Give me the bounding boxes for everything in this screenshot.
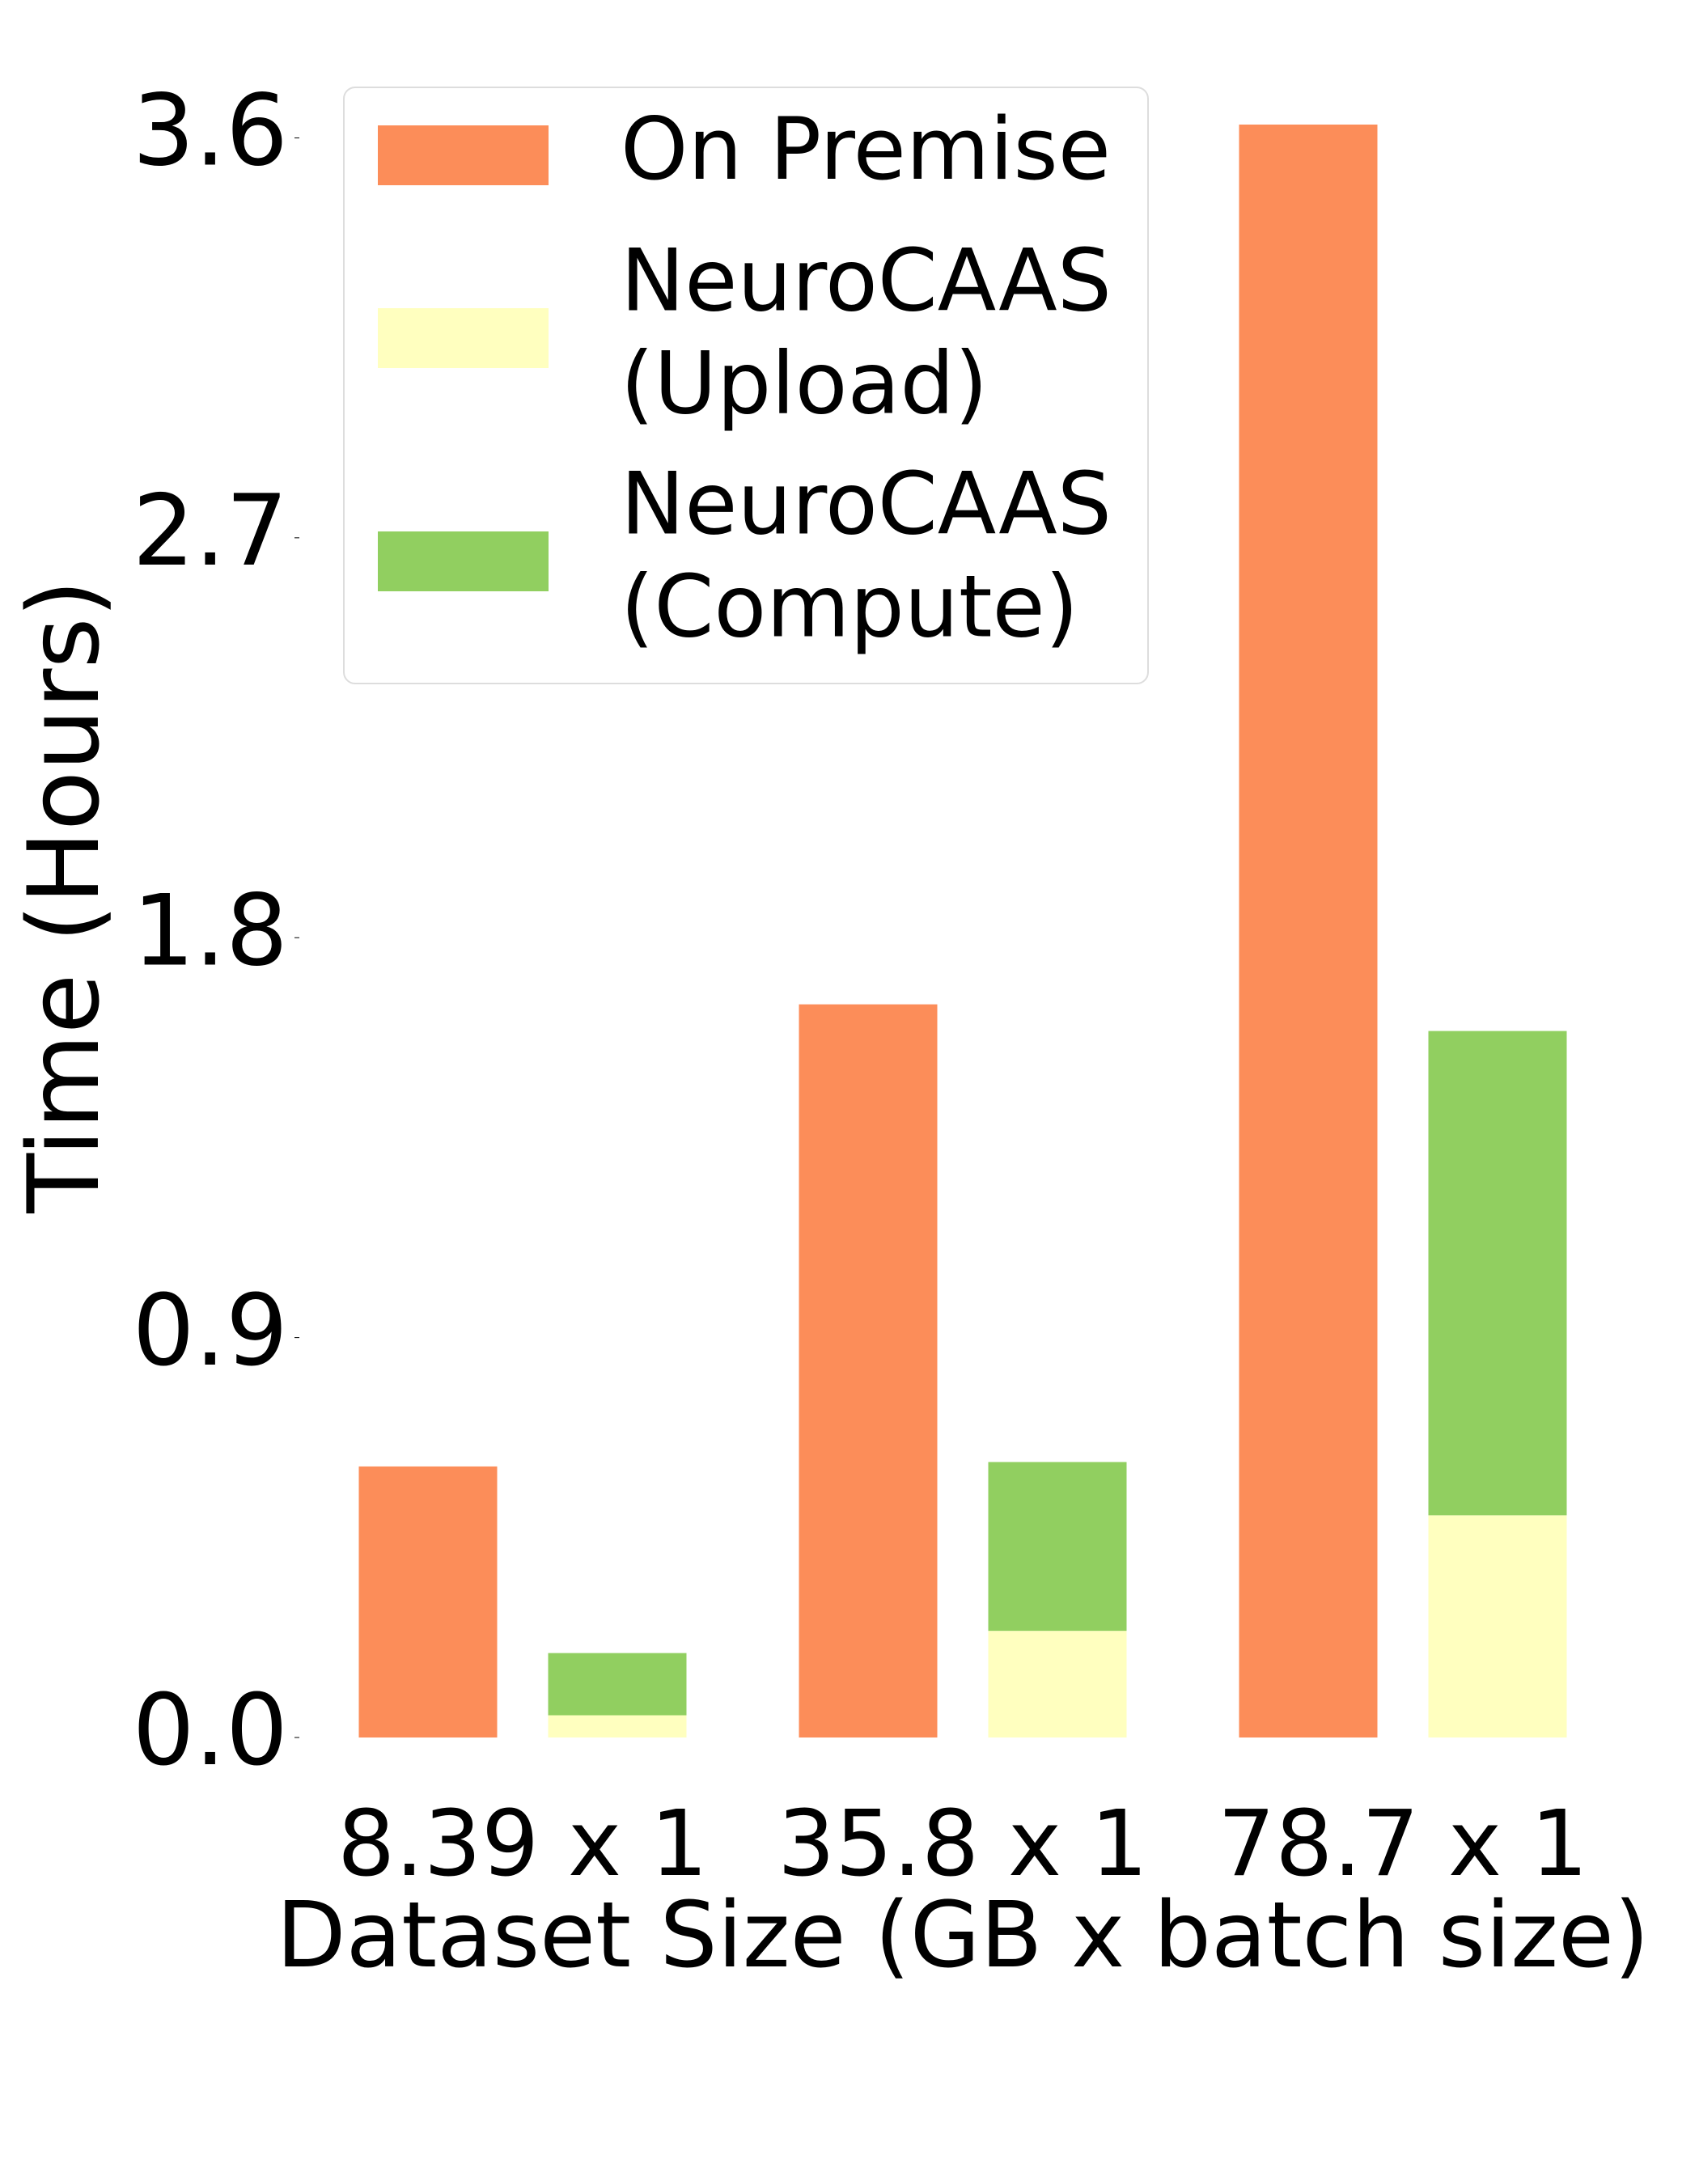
bar	[358, 1466, 498, 1737]
bar	[1428, 1031, 1567, 1516]
bar	[988, 1462, 1127, 1632]
x-tick-label: 8.39 x 1	[337, 1792, 708, 1897]
bar	[1239, 125, 1378, 1737]
bar	[548, 1653, 687, 1716]
y-tick-label: 2.7	[133, 474, 288, 588]
bar	[988, 1631, 1127, 1737]
legend-label: NeuroCAAS (Upload)	[621, 231, 1112, 433]
legend-swatch	[378, 531, 549, 591]
y-tick-label: 3.6	[133, 74, 288, 188]
legend-label: NeuroCAAS (Compute)	[621, 454, 1112, 656]
legend-swatch	[378, 308, 549, 368]
x-tick-label: 35.8 x 1	[777, 1792, 1148, 1897]
bar	[548, 1715, 687, 1737]
legend-swatch	[378, 125, 549, 185]
bar	[1428, 1515, 1567, 1737]
y-axis-title: Time (Hours)	[7, 579, 121, 1214]
y-tick-label: 0.9	[133, 1274, 288, 1388]
legend-label: On Premise	[621, 99, 1111, 199]
y-tick-label: 0.0	[133, 1674, 288, 1788]
x-tick-label: 78.7 x 1	[1218, 1792, 1588, 1897]
bar	[799, 1004, 938, 1737]
x-axis-title: Dataset Size (GB x batch size)	[276, 1883, 1649, 1988]
y-tick-label: 1.8	[133, 874, 288, 988]
